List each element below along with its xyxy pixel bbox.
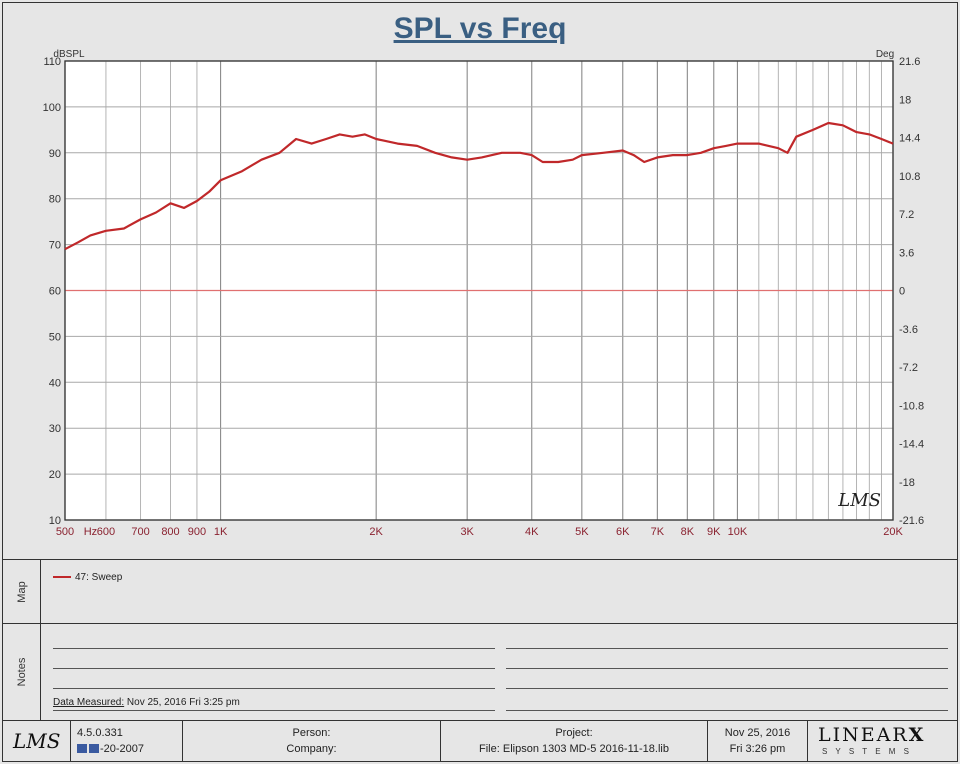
lms-logo: LMS xyxy=(13,729,61,753)
x-tick-label: 2K xyxy=(369,526,383,538)
build-row: -20-2007 xyxy=(77,743,144,755)
y-tick-label-left: 100 xyxy=(43,102,61,114)
x-tick-label: 20K xyxy=(883,526,903,538)
file-text: File: Elipson 1303 MD-5 2016-11-18.lib xyxy=(479,743,669,755)
map-section: Map 47: Sweep xyxy=(3,559,957,623)
y-tick-label-right: 0 xyxy=(899,286,905,298)
x-tick-label: 900 xyxy=(188,526,206,538)
note-line xyxy=(53,648,495,649)
map-label: Map xyxy=(3,560,41,623)
y-tick-label-right: 3.6 xyxy=(899,247,914,259)
note-line xyxy=(53,668,495,669)
brand-subtitle: S Y S T E M S xyxy=(822,747,912,756)
x-tick-label: 3K xyxy=(460,526,474,538)
x-tick-label: 4K xyxy=(525,526,539,538)
y-tick-label-left: 70 xyxy=(49,240,61,252)
y-tick-label-right: 10.8 xyxy=(899,171,920,183)
x-tick-label: 500 xyxy=(56,526,74,538)
x-tick-label: 8K xyxy=(681,526,695,538)
x-tick-label: 600 xyxy=(97,526,115,538)
y-tick-label-left: 110 xyxy=(43,56,61,68)
footer-version-cell: 4.5.0.331 -20-2007 xyxy=(71,721,183,761)
note-line xyxy=(53,710,495,711)
y-tick-label-right: 7.2 xyxy=(899,209,914,221)
notes-label: Notes xyxy=(3,624,41,720)
y-tick-label-right: 21.6 xyxy=(899,56,920,68)
footer-person-cell: Person: Company: xyxy=(183,721,441,761)
legend-swatch xyxy=(53,576,71,579)
footer-logo-cell: LMS xyxy=(3,721,71,761)
legend-entry[interactable]: 47: Sweep xyxy=(53,572,122,583)
version-text: 4.5.0.331 xyxy=(77,727,123,739)
y-tick-label-right: -14.4 xyxy=(899,439,924,451)
note-line xyxy=(506,668,948,669)
plot-border xyxy=(64,60,894,521)
legend-label: 47: Sweep xyxy=(75,572,123,583)
time-text: Fri 3:26 pm xyxy=(729,743,786,755)
y-tick-label-left: 30 xyxy=(49,423,61,435)
notes-section: Notes Data Measured: Nov 25, 2016 Fri 3:… xyxy=(3,623,957,720)
lms-watermark: LMS xyxy=(837,490,881,511)
y-tick-label-left: 80 xyxy=(49,194,61,206)
y-tick-label-right: 14.4 xyxy=(899,133,920,145)
y-tick-label-right: -10.8 xyxy=(899,400,924,412)
y-tick-label-left: 60 xyxy=(49,286,61,298)
y-tick-label-right: -21.6 xyxy=(899,515,924,527)
y-tick-label-left: 20 xyxy=(49,469,61,481)
x-tick-label: 1K xyxy=(214,526,228,538)
x-tick-label: 7K xyxy=(651,526,665,538)
x-tick-label: 5K xyxy=(575,526,589,538)
brand-logo: LINEARX xyxy=(818,724,926,746)
y-axis-label-left: dBSPL xyxy=(53,49,85,60)
note-line xyxy=(53,688,495,689)
y-tick-label-right: -18 xyxy=(899,477,915,489)
chart-title: SPL vs Freq xyxy=(393,12,567,45)
x-tick-label: Hz xyxy=(84,526,97,538)
calendar-icon xyxy=(77,744,87,753)
y-tick-label-left: 50 xyxy=(49,331,61,343)
y-tick-label-right: -7.2 xyxy=(899,362,918,374)
plot-area: dBSPL Deg 110 100 90 80 70 60 50 40 30 20 10 21.6 18 14… xyxy=(43,49,924,538)
footer-brand-cell: LINEARX S Y S T E M S xyxy=(808,721,957,761)
company-label: Company: xyxy=(286,743,337,755)
footer-project-cell: Project: File: Elipson 1303 MD-5 2016-11… xyxy=(441,721,708,761)
calendar-icon xyxy=(89,744,99,753)
y-axis-label-right: Deg xyxy=(876,49,894,60)
footer-date-cell: Nov 25, 2016 Fri 3:26 pm xyxy=(708,721,808,761)
x-tick-label: 10K xyxy=(728,526,748,538)
note-line xyxy=(506,688,948,689)
y-tick-label-left: 40 xyxy=(49,377,61,389)
note-line xyxy=(506,710,948,711)
y-tick-label-left: 90 xyxy=(49,148,61,160)
note-line xyxy=(506,648,948,649)
person-label: Person: xyxy=(292,727,331,739)
series-line xyxy=(64,121,894,251)
y-tick-label-left: 10 xyxy=(49,515,61,527)
x-tick-label: 800 xyxy=(161,526,179,538)
y-tick-label-right: 18 xyxy=(899,94,911,106)
build-text: -20-2007 xyxy=(100,743,145,755)
data-measured: Data Measured: Nov 25, 2016 Fri 3:25 pm xyxy=(53,697,240,708)
x-tick-label: 700 xyxy=(131,526,149,538)
project-label: Project: xyxy=(555,727,593,739)
footer: LMS 4.5.0.331 -20-2007 Person: Company: … xyxy=(3,720,957,761)
x-tick-label: 9K xyxy=(707,526,721,538)
date-text: Nov 25, 2016 xyxy=(724,727,791,739)
x-tick-label: 6K xyxy=(616,526,630,538)
y-tick-label-right: -3.6 xyxy=(899,324,918,336)
